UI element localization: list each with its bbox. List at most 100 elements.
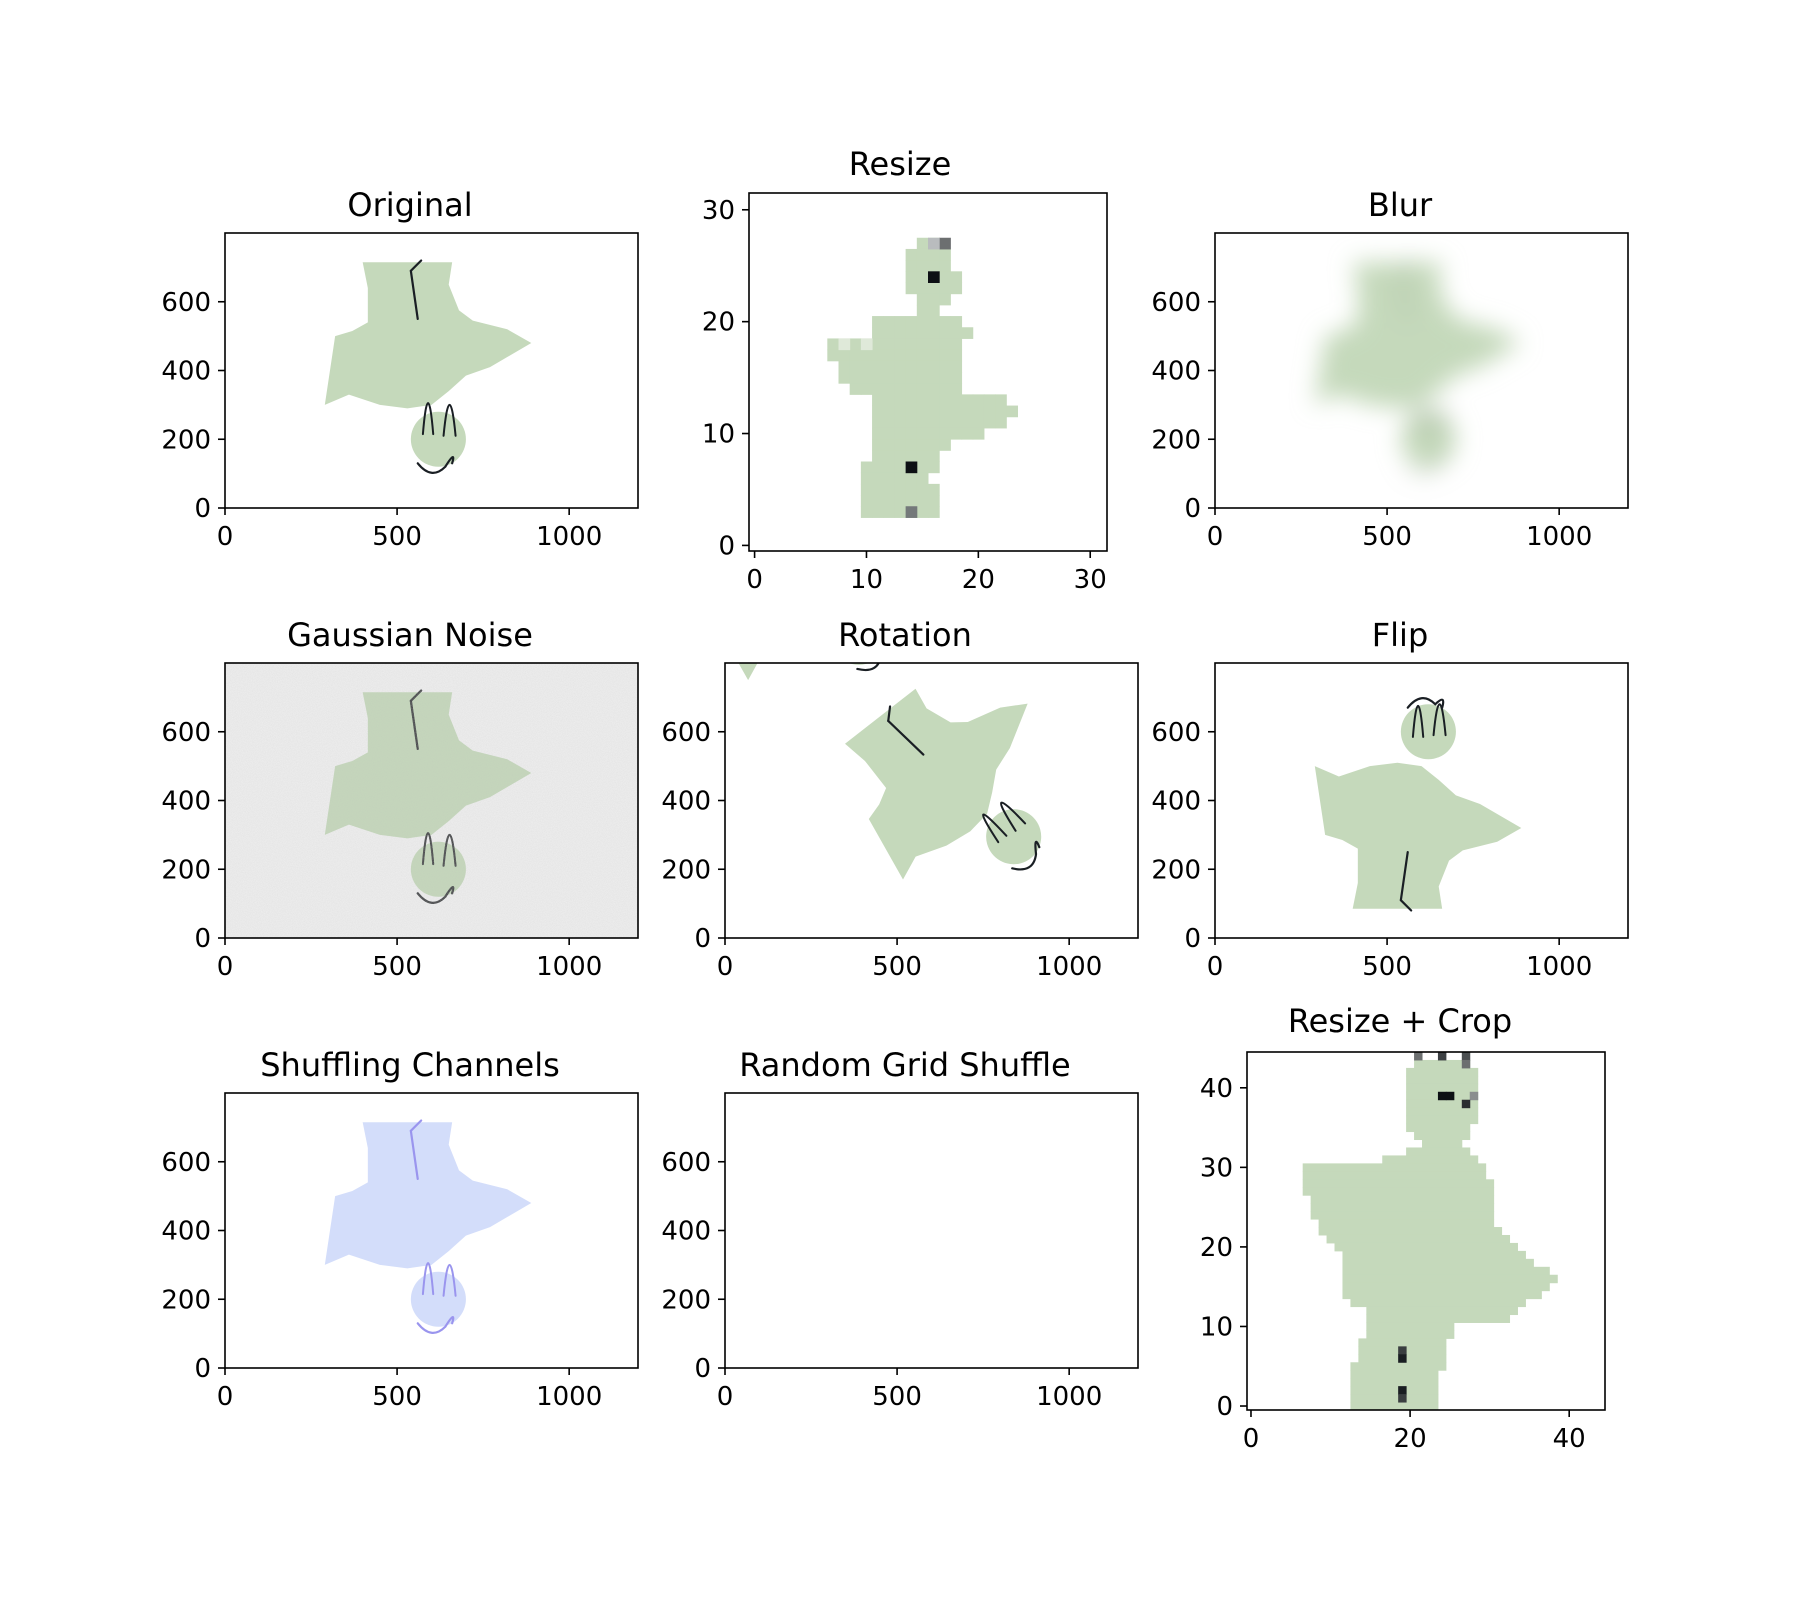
pixel (905, 427, 918, 440)
figure-head (680, 1040, 735, 1086)
plot-frame (748, 192, 1108, 552)
figure-hair (1055, 1118, 1090, 1134)
y-tick-label: 30 (1200, 1153, 1233, 1183)
pixel (972, 427, 985, 440)
image-content (324, 259, 532, 474)
pixel (905, 495, 918, 507)
figure-eye-stroke (1061, 1064, 1071, 1095)
plot-frame (224, 662, 639, 939)
grid-tile-content (852, 1045, 1059, 1257)
pixel (872, 450, 884, 462)
figure-eye-stroke (442, 403, 457, 437)
figure-limb-line (1399, 259, 1413, 272)
grid-tile (1038, 1040, 1165, 1233)
pixel (872, 360, 884, 373)
figure-eye-stroke (995, 1155, 1007, 1186)
pixel (883, 338, 895, 351)
x-tick-label: 500 (872, 952, 922, 982)
pixel-row (1310, 1211, 1495, 1220)
pixel (883, 349, 895, 362)
pixel (860, 506, 873, 518)
figure-limb-line (938, 1045, 948, 1055)
pixel (894, 383, 907, 395)
pixel (872, 506, 884, 518)
pixel (883, 383, 895, 395)
pixel (939, 394, 951, 407)
panel-title: Gaussian Noise (287, 616, 533, 654)
axes: 0 500 1000 0 200 400 600 (1151, 232, 1629, 552)
pixel (928, 338, 940, 351)
panel-resize-crop-plot: 0 20 40 0 10 20 30 40 (1200, 1051, 1606, 1454)
figure-hair (821, 1152, 856, 1168)
pixel (1437, 1052, 1447, 1061)
x-tick-label: 1000 (1526, 952, 1592, 982)
pixel (939, 427, 951, 440)
pixel (916, 405, 929, 418)
pixel (928, 282, 940, 295)
pixel (950, 282, 963, 295)
panel-resize-plot: 0 10 20 30 0 10 20 30 (702, 192, 1108, 595)
plot-frame (1214, 662, 1629, 939)
pixel-row (1382, 1155, 1479, 1164)
pixel-row (1342, 1266, 1550, 1276)
y-tick-label: 10 (702, 420, 735, 450)
figure-body (969, 1188, 1165, 1334)
pixel (950, 383, 963, 395)
x-tick-label: 20 (1394, 1424, 1427, 1454)
pixel (939, 248, 951, 261)
pixel-row (1342, 1258, 1534, 1268)
panel-title: Resize (848, 145, 952, 183)
pixel-row (1358, 1338, 1447, 1347)
pixel (872, 327, 884, 339)
pixel (860, 461, 873, 474)
pixel (983, 416, 996, 429)
pixel (872, 338, 884, 351)
pixel (950, 360, 963, 373)
grid-tile-content (1038, 1040, 1165, 1233)
figure-hair (907, 1142, 942, 1158)
figure-body (725, 663, 873, 681)
y-tick-label: 200 (661, 855, 711, 885)
x-tick-label: 500 (872, 1382, 922, 1412)
axes: 0 10 20 30 0 10 20 30 (702, 192, 1108, 595)
y-tick-label: 200 (1151, 425, 1201, 455)
pixel (894, 416, 907, 429)
x-tick-label: 0 (746, 565, 763, 595)
figure-head (938, 1241, 993, 1296)
grid-tile-content (645, 1040, 849, 1151)
figure-eye-stroke (902, 1045, 914, 1076)
pixel (872, 316, 884, 328)
x-tick-label: 1000 (1036, 952, 1102, 982)
panel-shuffling-channels: Shuffling Channels 0 500 1000 0 200 400 600 (150, 1040, 670, 1420)
pixel (950, 394, 963, 407)
figure-eye-stroke (442, 1263, 457, 1297)
pixel-row (1342, 1274, 1558, 1284)
grid-tile-content (728, 1040, 935, 1168)
figure-eye-stroke (971, 1189, 983, 1220)
pixel (883, 416, 895, 429)
pixel-row (1350, 1386, 1439, 1395)
pixel (950, 427, 963, 440)
pixel-row (1302, 1171, 1487, 1180)
pixel (872, 349, 884, 362)
grid-tile (814, 1055, 1021, 1267)
pixel (883, 450, 895, 462)
grid-tile-content (883, 1040, 1090, 1247)
figure-body (1038, 1040, 1165, 1169)
figure-hair (976, 1231, 1011, 1247)
pixel (905, 394, 918, 407)
pixel (950, 316, 963, 328)
panel-blur: Blur 0 500 1000 0 200 400 600 (1140, 180, 1660, 560)
axes: 0 500 1000 0 200 400 600 (161, 662, 639, 982)
figure-eye-stroke (740, 1081, 750, 1112)
pixel (1469, 1091, 1479, 1101)
plot-frame (1246, 1051, 1606, 1411)
pixel (916, 495, 929, 507)
figure-eye-stroke (442, 833, 457, 867)
pixel (883, 495, 895, 507)
figure-limb-line (938, 1100, 945, 1148)
plot-frame (224, 232, 639, 509)
grid-tile (901, 1040, 1107, 1161)
pixel (838, 349, 851, 362)
